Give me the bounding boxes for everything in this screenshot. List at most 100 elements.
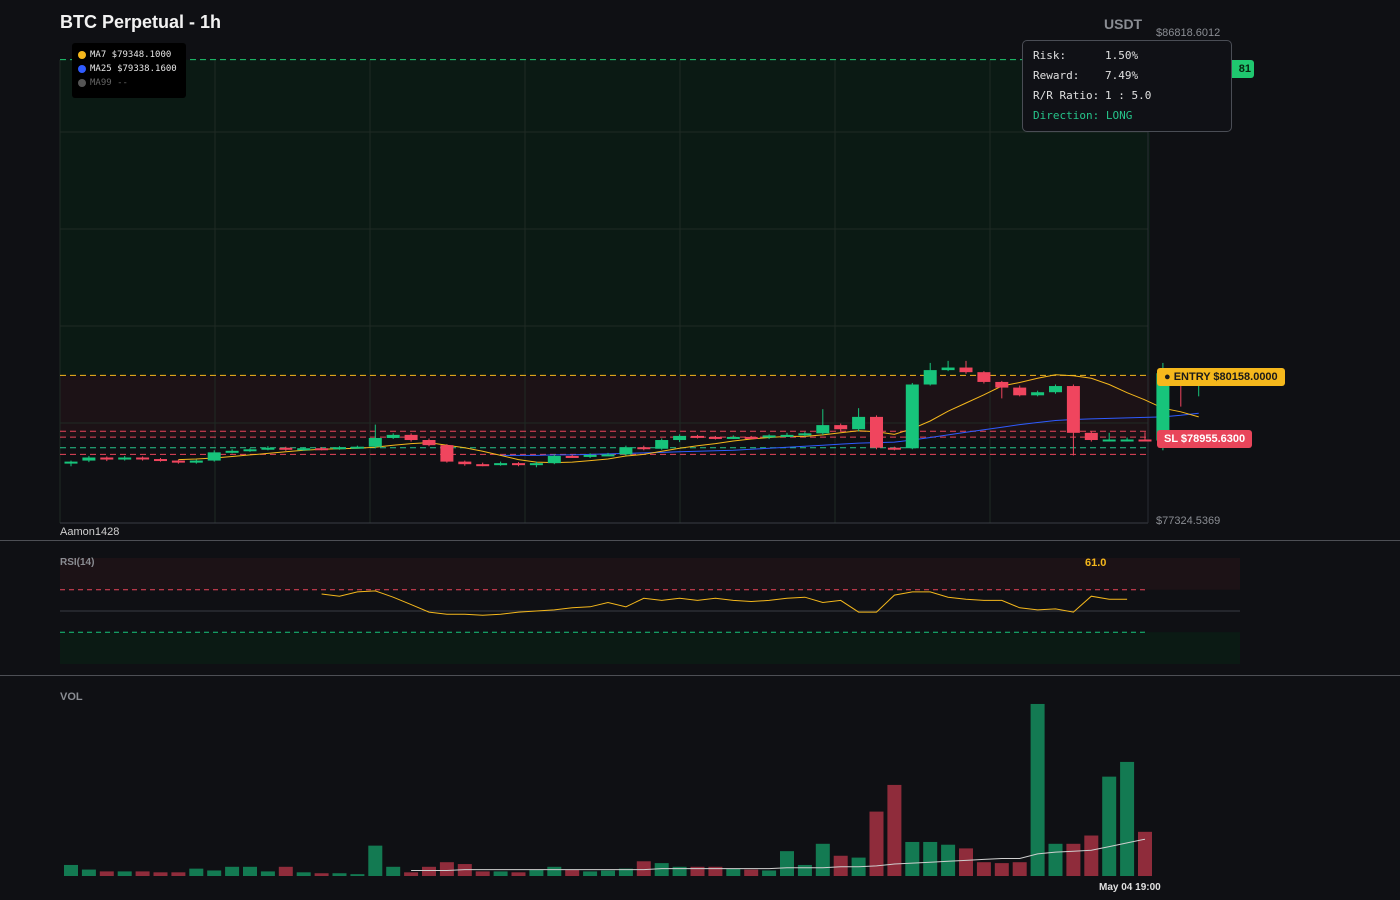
volume-bar bbox=[672, 866, 687, 876]
candle-body bbox=[977, 372, 991, 382]
candle-body bbox=[118, 457, 132, 460]
ratio-label: R/R Ratio: bbox=[1033, 89, 1100, 102]
candle-body bbox=[136, 457, 150, 460]
pane-separator[interactable] bbox=[0, 675, 1400, 676]
candle-body bbox=[1049, 386, 1062, 393]
volume-bar bbox=[976, 862, 991, 876]
reward-row: Reward: 7.49% bbox=[1033, 66, 1221, 86]
candle-body bbox=[619, 447, 633, 455]
currency-label: USDT bbox=[1104, 16, 1143, 32]
candle-body bbox=[726, 436, 740, 439]
legend-item-ma99: MA99 -- bbox=[78, 76, 180, 90]
legend-label: MA99 -- bbox=[90, 78, 128, 88]
candle-body bbox=[154, 459, 167, 462]
reward-label: Reward: bbox=[1033, 69, 1080, 82]
volume-bar bbox=[386, 866, 401, 876]
volume-bar bbox=[350, 874, 365, 876]
candle-body bbox=[1013, 387, 1027, 396]
volume-bar bbox=[583, 871, 598, 876]
candle-body bbox=[82, 457, 96, 461]
volume-bar bbox=[64, 864, 78, 876]
ma7-line bbox=[178, 374, 1199, 464]
candle-body bbox=[1031, 392, 1045, 396]
volume-bar bbox=[225, 866, 240, 876]
volume-bar bbox=[117, 871, 132, 876]
ma7-dot-icon bbox=[78, 51, 86, 59]
candle-body bbox=[440, 445, 454, 462]
candle-body bbox=[476, 464, 490, 467]
candle-body bbox=[762, 435, 776, 438]
volume-bar bbox=[475, 871, 490, 876]
rsi-oversold-zone bbox=[60, 632, 1240, 664]
volume-bar bbox=[189, 868, 204, 876]
candle-body bbox=[959, 367, 973, 373]
candle-body bbox=[494, 463, 508, 466]
risk-reward-panel: Risk: 1.50% Reward: 7.49% R/R Ratio: 1 : 5.… bbox=[1022, 40, 1232, 132]
volume-bar bbox=[1102, 776, 1117, 876]
volume-bar bbox=[994, 863, 1009, 876]
entry-coin-icon: ● bbox=[1164, 371, 1174, 383]
volume-bar bbox=[260, 871, 275, 876]
volume-bar bbox=[815, 843, 830, 876]
ma25-line bbox=[500, 412, 1199, 456]
volume-bar bbox=[762, 870, 777, 876]
candle-body bbox=[350, 446, 364, 449]
candle-body bbox=[637, 447, 651, 450]
candle-body bbox=[547, 455, 561, 464]
candle-body bbox=[798, 433, 812, 436]
risk-row: Risk: 1.50% bbox=[1033, 46, 1221, 66]
rsi-chart[interactable] bbox=[0, 541, 1400, 675]
volume-bar bbox=[1012, 862, 1027, 876]
volume-bar bbox=[744, 869, 759, 876]
volume-bar bbox=[207, 870, 222, 876]
ratio-value: 1 : 5.0 bbox=[1105, 89, 1152, 102]
chart-title: BTC Perpetual - 1h bbox=[60, 12, 222, 32]
volume-bar bbox=[511, 872, 526, 876]
candle-body bbox=[583, 454, 597, 457]
candle-body bbox=[923, 370, 937, 385]
candle-body bbox=[780, 434, 794, 437]
volume-bar bbox=[153, 872, 168, 876]
candle-body bbox=[261, 447, 275, 450]
candle-body bbox=[691, 435, 704, 438]
candle-body bbox=[834, 425, 848, 430]
loss-zone bbox=[60, 375, 1150, 438]
volume-bar bbox=[493, 871, 508, 876]
volume-bar bbox=[171, 872, 186, 876]
candle-body bbox=[279, 447, 293, 450]
legend-item-ma25: MA25 $79338.1600 bbox=[78, 62, 180, 76]
candle-body bbox=[565, 455, 579, 458]
ma-legend: MA7 $79348.1000 MA25 $79338.1600 MA99 -- bbox=[72, 43, 186, 98]
volume-bar bbox=[905, 841, 920, 876]
stop-loss-tag[interactable]: SL $78955.6300 bbox=[1157, 430, 1253, 448]
volume-bar bbox=[833, 855, 848, 876]
candle-body bbox=[297, 448, 311, 451]
volume-bar bbox=[941, 844, 956, 876]
legend-item-ma7: MA7 $79348.1000 bbox=[78, 48, 180, 62]
volume-bar bbox=[1120, 761, 1135, 876]
pane-separator[interactable] bbox=[0, 540, 1400, 541]
volume-ma-line bbox=[411, 838, 1146, 871]
volume-bar bbox=[565, 869, 580, 876]
candle-body bbox=[189, 460, 203, 463]
entry-price-tag[interactable]: ● ENTRY $80158.0000 bbox=[1157, 368, 1285, 386]
volume-bar bbox=[368, 845, 383, 876]
volume-bar bbox=[1066, 843, 1081, 876]
candle-body bbox=[655, 440, 669, 449]
candle-body bbox=[887, 447, 901, 450]
volume-bar bbox=[314, 873, 329, 876]
take-profit-tag[interactable]: 81 bbox=[1228, 60, 1254, 78]
crosshair-time-label: May 04 19:00 bbox=[1099, 882, 1161, 893]
volume-label: VOL bbox=[60, 691, 83, 703]
volume-bar bbox=[296, 872, 311, 876]
candle-body bbox=[1156, 373, 1170, 441]
candle-body bbox=[315, 448, 329, 451]
candle-body bbox=[1120, 439, 1134, 442]
volume-bar bbox=[99, 871, 114, 876]
volume-bar bbox=[1084, 835, 1099, 876]
candle-body bbox=[404, 434, 418, 441]
volume-chart[interactable] bbox=[0, 676, 1400, 900]
volume-bar bbox=[422, 866, 436, 876]
price-chart[interactable] bbox=[0, 0, 1400, 541]
